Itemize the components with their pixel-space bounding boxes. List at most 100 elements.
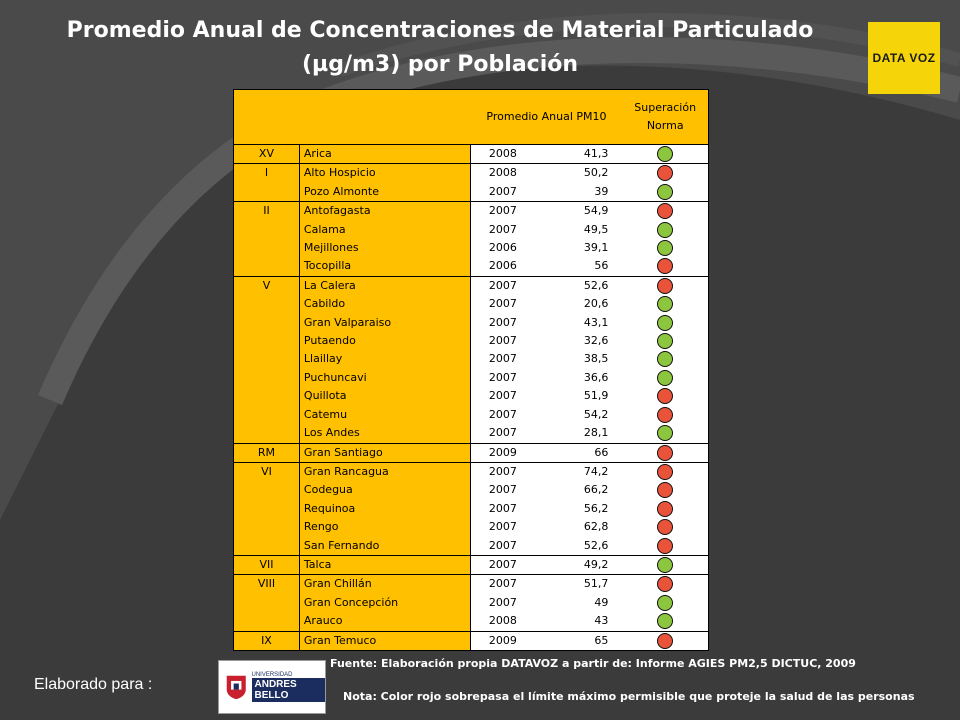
datavoz-logo: DATA VOZ [868,22,940,94]
city-cell: Putaendo [299,332,472,351]
year-cell: 2007 [470,574,535,594]
region-cell: IX [233,630,300,651]
status-cell [622,481,710,500]
status-cell [622,574,710,594]
status-cell [622,612,710,632]
table-row: Catemu 2007 54,2 [233,405,710,425]
city-cell: Mejillones [299,239,472,258]
green-status-icon [657,183,674,200]
table-row: Calama 2007 49,5 [233,220,710,240]
region-cell [233,295,300,314]
elaborado-label: Elaborado para : [34,676,153,693]
status-cell [622,499,710,519]
year-cell: 2006 [470,257,535,277]
unab-big-text: ANDRES BELLO [251,678,325,702]
city-cell: Los Andes [299,424,472,443]
city-cell: Gran Temuco [299,630,472,651]
city-cell: Gran Concepción [299,593,472,613]
table-row: VII Talca 2007 49,2 [233,554,710,575]
value-cell: 62,8 [534,518,623,537]
table-row: Tocopilla 2006 56 [233,257,710,277]
status-cell [622,461,710,482]
red-status-icon [657,203,674,220]
region-cell [233,313,300,333]
city-cell: Antofagasta [299,201,472,221]
value-cell: 43,1 [534,313,623,333]
table-row: Llaillay 2007 38,5 [233,350,710,369]
status-cell [622,350,710,369]
year-cell: 2007 [470,593,535,613]
red-status-icon [657,165,674,182]
region-cell [233,405,300,425]
table-row: V La Calera 2007 52,6 [233,275,710,296]
title-line-2: (µg/m3) por Población [301,52,579,77]
region-cell [233,332,300,351]
green-status-icon [657,613,674,630]
region-cell [233,182,300,202]
year-cell: 2008 [470,143,535,164]
table-row: RM Gran Santiago 2009 66 [233,442,710,463]
year-cell: 2007 [470,182,535,202]
status-cell [622,201,710,221]
region-cell [233,518,300,537]
status-cell [622,257,710,277]
status-cell [622,239,710,258]
region-cell [233,593,300,613]
red-status-icon [657,519,674,536]
city-cell: Cabildo [299,295,472,314]
value-cell: 38,5 [534,350,623,369]
city-cell: San Fernando [299,536,472,556]
status-cell [622,630,710,651]
year-cell: 2007 [470,387,535,406]
status-cell [622,332,710,351]
year-cell: 2009 [470,442,535,463]
table-header-row: Promedio Anual PM10 Superación Norma [232,89,710,145]
value-cell: 66 [534,442,623,463]
green-status-icon [657,296,674,313]
status-cell [622,405,710,425]
header-pm10: Promedio Anual PM10 [470,89,623,145]
city-cell: La Calera [299,275,472,296]
region-cell: VII [233,554,300,575]
value-cell: 49,2 [534,554,623,575]
red-status-icon [657,500,674,517]
value-cell: 43 [534,612,623,632]
status-cell [622,424,710,443]
table-row: Codegua 2007 66,2 [233,481,710,500]
region-cell [233,220,300,240]
table-row: Mejillones 2006 39,1 [233,239,710,258]
status-cell [622,182,710,202]
city-cell: Gran Chillán [299,574,472,594]
unab-small-text: UNIVERSIDAD [251,672,293,678]
value-cell: 28,1 [534,424,623,443]
table-row: VIII Gran Chillán 2007 51,7 [233,574,710,594]
year-cell: 2007 [470,275,535,296]
value-cell: 74,2 [534,461,623,482]
unab-crest-icon [226,675,246,700]
unab-logo: UNIVERSIDAD ANDRES BELLO [218,660,326,714]
table-row: Gran Concepción 2007 49 [233,593,710,613]
status-cell [622,275,710,296]
pm10-table: Promedio Anual PM10 Superación Norma XV A… [232,89,710,651]
table-row: I Alto Hospicio 2008 50,2 [233,163,710,183]
red-status-icon [657,632,674,649]
table-row: Quillota 2007 51,9 [233,387,710,406]
city-cell: Gran Santiago [299,442,472,463]
red-status-icon [657,576,674,593]
year-cell: 2007 [470,201,535,221]
header-empty [232,89,471,145]
value-cell: 56,2 [534,499,623,519]
red-status-icon [657,482,674,499]
status-cell [622,387,710,406]
value-cell: 51,7 [534,574,623,594]
city-cell: Codegua [299,481,472,500]
green-status-icon [657,314,674,331]
table-row: Pozo Almonte 2007 39 [233,182,710,202]
value-cell: 32,6 [534,332,623,351]
year-cell: 2007 [470,313,535,333]
value-cell: 51,9 [534,387,623,406]
green-status-icon [657,351,674,368]
page-title: Promedio Anual de Concentraciones de Mat… [40,14,840,82]
year-cell: 2007 [470,461,535,482]
year-cell: 2007 [470,405,535,425]
